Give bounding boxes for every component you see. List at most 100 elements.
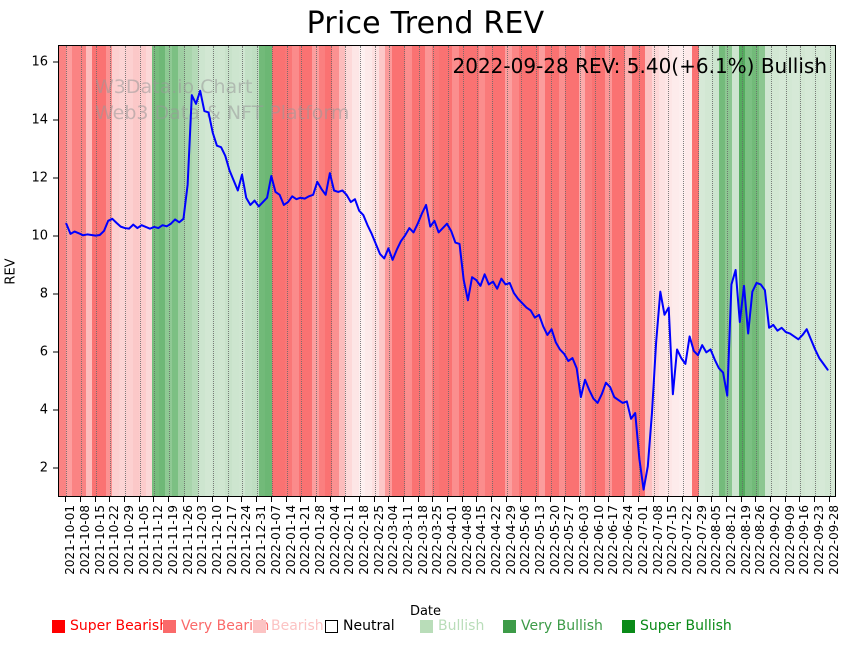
- x-tick-label: 2022-06-24: [621, 505, 636, 575]
- x-tick-label: 2022-03-18: [415, 505, 430, 575]
- gridline-vertical: [66, 46, 68, 496]
- x-tick-label: 2022-04-29: [503, 505, 518, 575]
- gridline-vertical: [653, 46, 655, 496]
- signal-band: [651, 46, 659, 496]
- y-tick-mark: [53, 177, 58, 179]
- gridline-vertical: [286, 46, 288, 496]
- signal-band: [645, 46, 652, 496]
- signal-band: [185, 46, 192, 496]
- signal-band: [485, 46, 492, 496]
- legend-label: Very Bearish: [181, 618, 270, 634]
- legend-label: Super Bearish: [70, 618, 169, 634]
- x-tick-mark: [109, 497, 111, 502]
- gridline-vertical: [95, 46, 97, 496]
- gridline-vertical: [198, 46, 200, 496]
- x-tick-label: 2021-11-26: [180, 505, 195, 575]
- x-tick-mark: [725, 497, 727, 502]
- gridline-vertical: [477, 46, 479, 496]
- legend-item-super-bullish[interactable]: Super Bullish: [622, 618, 732, 634]
- x-tick-mark: [373, 497, 375, 502]
- signal-band: [418, 46, 425, 496]
- gridline-vertical: [726, 46, 728, 496]
- x-axis-label: Date: [409, 604, 442, 619]
- x-tick-label: 2022-03-04: [386, 505, 401, 575]
- signal-band: [119, 46, 126, 496]
- legend-item-bullish[interactable]: Bullish: [420, 618, 484, 634]
- x-tick-mark: [270, 497, 272, 502]
- x-tick-label: 2022-07-01: [635, 505, 650, 575]
- x-tick-label: 2021-11-05: [136, 505, 151, 575]
- signal-band: [311, 46, 319, 496]
- y-tick-label: 2: [39, 460, 48, 476]
- x-tick-mark: [505, 497, 507, 502]
- signal-band: [831, 46, 835, 496]
- signal-band: [171, 46, 178, 496]
- signal-band: [705, 46, 712, 496]
- x-tick-label: 2022-07-22: [679, 505, 694, 575]
- signal-band: [105, 46, 112, 496]
- plot-area: W3Data.io Chart Web3 Data & NFT Platform…: [58, 45, 836, 497]
- signal-band: [178, 46, 185, 496]
- y-tick-label: 12: [31, 170, 48, 186]
- x-tick-label: 2022-05-13: [533, 505, 548, 575]
- x-tick-mark: [799, 497, 801, 502]
- x-tick-mark: [755, 497, 757, 502]
- x-tick-label: 2021-12-24: [239, 505, 254, 575]
- signal-band: [525, 46, 532, 496]
- vertical-gridlines: [59, 46, 835, 496]
- signal-band: [785, 46, 792, 496]
- signal-band: [345, 46, 352, 496]
- x-tick-mark: [94, 497, 96, 502]
- legend-swatch-icon: [503, 619, 516, 633]
- gridline-vertical: [521, 46, 523, 496]
- x-tick-mark: [520, 497, 522, 502]
- x-tick-mark: [637, 497, 639, 502]
- legend-item-super-bearish[interactable]: Super Bearish: [52, 618, 168, 634]
- annotation-label: 2022-09-28 REV: 5.40(+6.1%) Bullish: [452, 54, 828, 78]
- legend-item-neutral[interactable]: Neutral: [325, 618, 395, 634]
- gridline-vertical: [668, 46, 670, 496]
- x-tick-label: 2022-09-09: [782, 505, 797, 575]
- x-tick-mark: [476, 497, 478, 502]
- signal-band: [351, 46, 359, 496]
- signal-band: [818, 46, 825, 496]
- gridline-vertical: [536, 46, 538, 496]
- signal-band: [165, 46, 172, 496]
- price-line: [59, 46, 835, 497]
- x-tick-mark: [593, 497, 595, 502]
- legend-item-bearish[interactable]: Bearish: [253, 618, 324, 634]
- x-tick-mark: [711, 497, 713, 502]
- x-tick-label: 2022-05-20: [547, 505, 562, 575]
- signal-band: [625, 46, 632, 496]
- signal-band: [498, 46, 505, 496]
- signal-band: [331, 46, 339, 496]
- y-tick-label: 16: [31, 54, 48, 70]
- x-tick-mark: [329, 497, 331, 502]
- x-tick-mark: [432, 497, 434, 502]
- x-tick-label: 2022-04-08: [459, 505, 474, 575]
- signal-band: [158, 46, 165, 496]
- signal-band: [698, 46, 705, 496]
- x-tick-label: 2022-02-18: [356, 505, 371, 575]
- y-tick-mark: [53, 119, 58, 121]
- signal-band: [545, 46, 552, 496]
- gridline-vertical: [301, 46, 303, 496]
- legend-item-very-bearish[interactable]: Very Bearish: [163, 618, 269, 634]
- x-tick-label: 2022-09-02: [767, 505, 782, 575]
- signal-band: [358, 46, 365, 496]
- x-tick-mark: [417, 497, 419, 502]
- y-tick-mark: [53, 61, 58, 63]
- signal-band: [658, 46, 665, 496]
- legend-item-very-bullish[interactable]: Very Bullish: [503, 618, 603, 634]
- signal-band: [398, 46, 405, 496]
- gridline-vertical: [154, 46, 156, 496]
- x-tick-mark: [285, 497, 287, 502]
- x-tick-mark: [564, 497, 566, 502]
- x-tick-mark: [182, 497, 184, 502]
- signal-band: [258, 46, 265, 496]
- x-tick-mark: [623, 497, 625, 502]
- gridline-vertical: [359, 46, 361, 496]
- x-tick-mark: [696, 497, 698, 502]
- signal-band: [538, 46, 545, 496]
